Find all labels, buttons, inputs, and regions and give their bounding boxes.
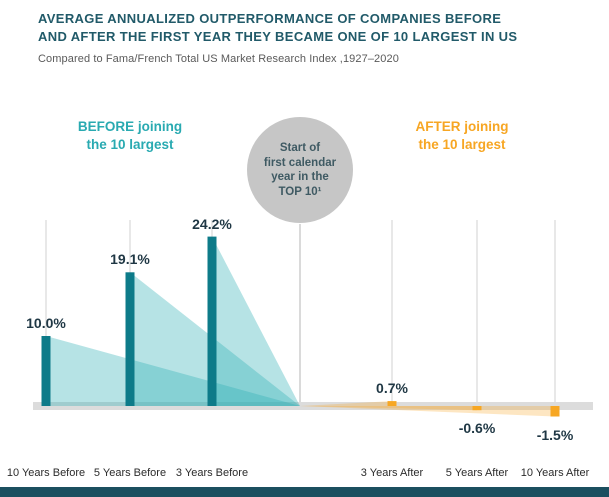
chart-title: AVERAGE ANNUALIZED OUTPERFORMANCE OF COM… <box>38 10 517 46</box>
before-group-label-bold: BEFORE <box>77 119 135 134</box>
after-group-label: AFTER joining the 10 largest <box>377 118 547 154</box>
center-circle-line4: TOP 10¹ <box>278 185 322 198</box>
fan-before-0 <box>46 336 300 406</box>
center-circle-line1: Start of <box>279 142 321 154</box>
fan-after-5 <box>300 406 555 417</box>
axis-label-0: 10 Years Before <box>6 467 86 479</box>
before-group-label-rest: joining <box>134 119 183 134</box>
after-group-label-line2: the 10 largest <box>418 137 506 152</box>
center-circle-line3: year in the <box>271 171 329 183</box>
chart-title-line2: AND AFTER THE FIRST YEAR THEY BECAME ONE… <box>38 29 518 44</box>
fan-before-1 <box>130 272 300 406</box>
before-group-label: BEFORE joining the 10 largest <box>45 118 215 154</box>
value-label-3: 0.7% <box>376 380 408 397</box>
center-circle-line2: first calendar <box>263 156 337 169</box>
footer-bar <box>0 487 609 497</box>
after-group-label-line1: AFTER joining <box>377 118 547 136</box>
after-group-label-bold: AFTER <box>415 119 461 134</box>
zero-baseline <box>33 402 593 410</box>
bar-2 <box>207 236 217 406</box>
fan-after-3 <box>300 401 392 406</box>
value-label-2: 24.2% <box>192 215 232 232</box>
value-label-1: 19.1% <box>110 251 150 268</box>
center-circle: Start of first calendar year in the TOP … <box>247 117 353 223</box>
before-group-label-line1: BEFORE joining <box>45 118 215 136</box>
axis-label-2: 3 Years Before <box>175 467 249 479</box>
axis-label-4: 5 Years After <box>445 467 509 479</box>
bar-4 <box>472 406 482 411</box>
axis-label-1: 5 Years Before <box>93 467 167 479</box>
value-label-0: 10.0% <box>26 315 66 331</box>
bar-5 <box>550 406 560 417</box>
before-group-label-line2: the 10 largest <box>86 137 174 152</box>
chart-header: AVERAGE ANNUALIZED OUTPERFORMANCE OF COM… <box>38 10 517 65</box>
chart-subtitle: Compared to Fama/French Total US Market … <box>38 53 399 65</box>
chart-title-line1: AVERAGE ANNUALIZED OUTPERFORMANCE OF COM… <box>38 11 502 26</box>
fan-after-4 <box>300 406 477 411</box>
axis-label-5: 10 Years After <box>520 467 590 479</box>
after-group-label-rest: joining <box>460 119 509 134</box>
axis-label-3: 3 Years After <box>360 467 424 479</box>
bar-0 <box>41 336 51 406</box>
value-label-4: -0.6% <box>458 420 496 437</box>
bar-1 <box>125 272 135 406</box>
value-label-5: -1.5% <box>536 426 574 443</box>
bar-3 <box>387 401 397 406</box>
fan-before-2 <box>212 236 300 406</box>
